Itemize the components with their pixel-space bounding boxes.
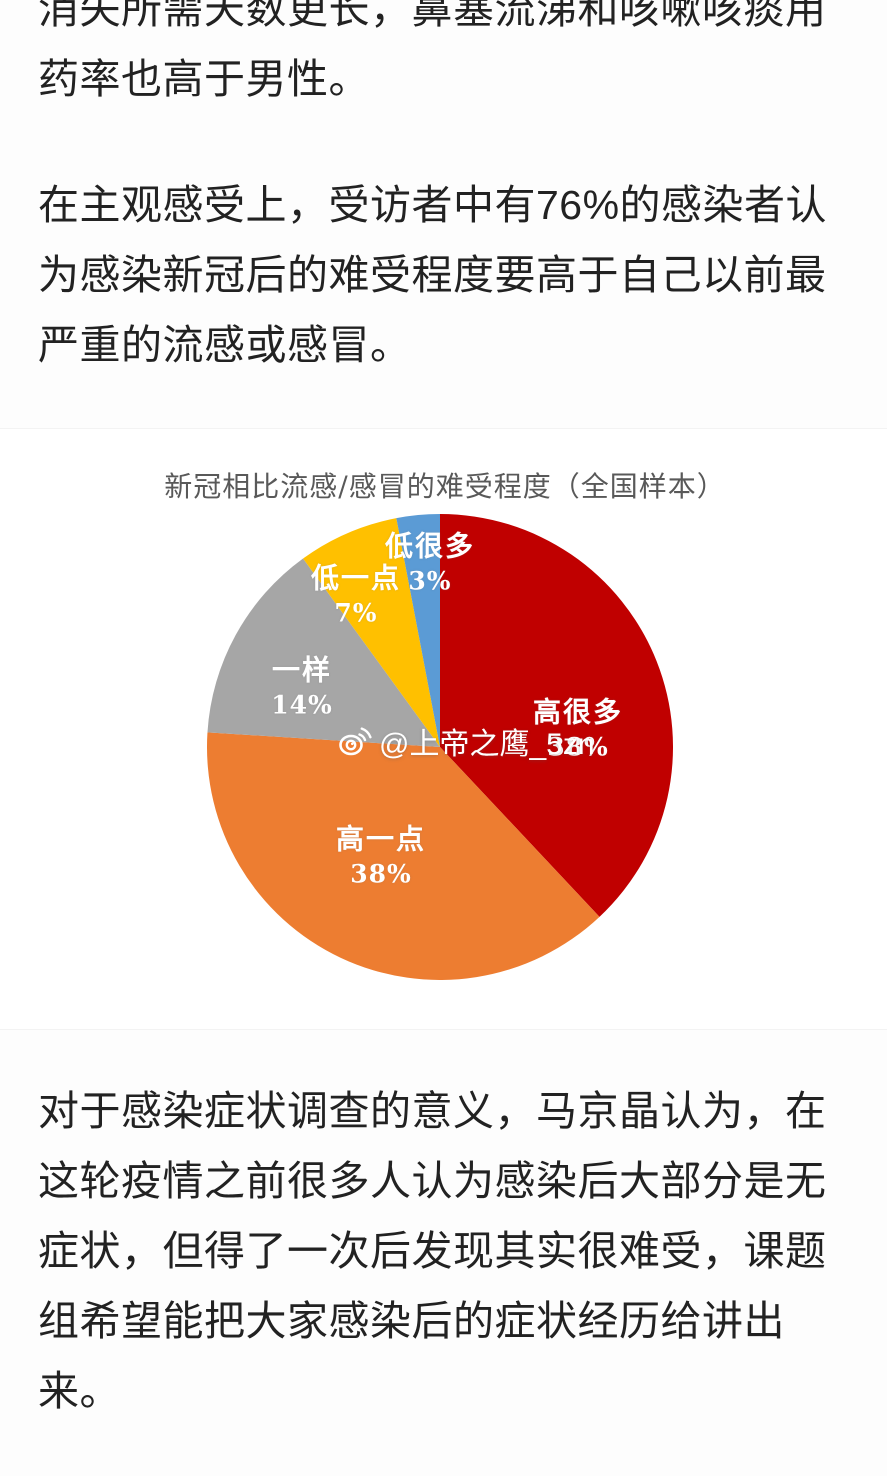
paragraph-3-line-1: 对于感染症状调查的意义，马京晶认为，在 [38, 1088, 827, 1134]
pie-slice [396, 514, 440, 747]
slice-label: 一样 [271, 653, 333, 687]
paragraph-1-line-1: 消失所需天数更长，鼻塞流涕和咳嗽咳痰用 [38, 0, 827, 32]
pie-slice [207, 732, 600, 980]
slice-label: 低一点 [310, 561, 402, 595]
watermark-text: @上帝之鹰_5zn [379, 728, 595, 761]
slice-label: 低很多 [384, 529, 476, 563]
watermark: @上帝之鹰_5zn [338, 719, 595, 763]
slice-percent: 7% [334, 598, 378, 628]
chart-image[interactable]: 新冠相比流感/感冒的难受程度（全国样本） 高很多 38% 高一点 38% 一样 … [0, 428, 887, 1030]
pie-slice [440, 514, 673, 917]
slice-label: 高一点 [335, 822, 427, 856]
pie-label-same: 一样 14% [271, 653, 333, 722]
weibo-icon [338, 724, 372, 758]
paragraph-2-line-2: 为感染新冠后的难受程度要高于自己以前最 [38, 252, 827, 298]
slice-percent: 38% [547, 732, 609, 762]
pie-label-much-lower: 低很多 3% [385, 529, 475, 598]
pie-chart [207, 514, 673, 980]
paragraph-2-line-3: 严重的流感或感冒。 [38, 322, 412, 368]
paragraph-3-line-2: 这轮疫情之前很多人认为感染后大部分是无 [38, 1158, 827, 1204]
slice-label: 高很多 [532, 695, 624, 729]
paragraph-2-line-1: 在主观感受上，受访者中有76%的感染者认 [38, 182, 828, 228]
paragraph-3-line-3: 症状，但得了一次后发现其实很难受，课题 [38, 1228, 827, 1274]
slice-percent: 38% [350, 859, 412, 889]
paragraph-1-line-2: 药率也高于男性。 [38, 56, 370, 102]
paragraph-3-line-5: 来。 [38, 1368, 121, 1414]
pie-label-bit-higher: 高一点 38% [336, 822, 426, 891]
slice-percent: 3% [408, 566, 452, 596]
slice-percent: 14% [271, 690, 333, 720]
pie-slice [303, 518, 440, 747]
pie-label-bit-lower: 低一点 7% [311, 561, 401, 630]
paragraph-3-line-4: 组希望能把大家感染后的症状经历给讲出 [38, 1298, 785, 1344]
chart-title: 新冠相比流感/感冒的难受程度（全国样本） [164, 470, 726, 503]
pie-label-much-higher: 高很多 38% [533, 695, 623, 764]
pie-slice [207, 558, 440, 747]
